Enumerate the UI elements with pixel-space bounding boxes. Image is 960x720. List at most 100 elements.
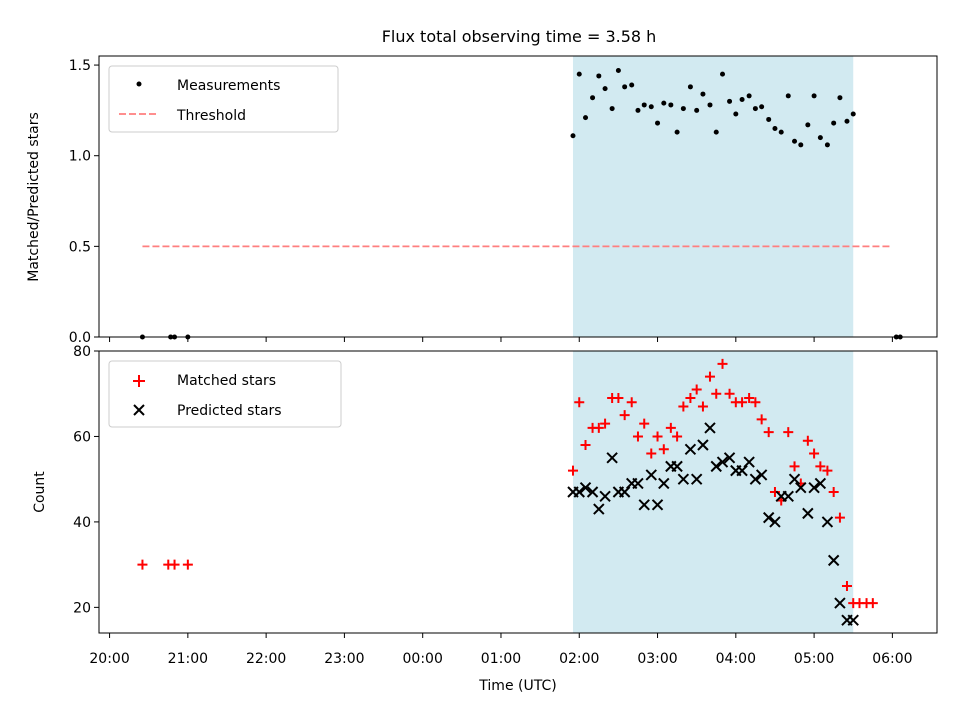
matched-star-point — [756, 414, 767, 425]
legend-predicted-marker — [133, 404, 145, 416]
measurement-point — [674, 129, 680, 135]
matched-star-point — [626, 397, 637, 408]
matched-star-point — [137, 559, 148, 570]
measurement-point — [811, 93, 817, 99]
top-y-tick-label: 1.0 — [69, 149, 91, 165]
matched-star-point — [665, 422, 676, 433]
top-observing-interval-shade — [572, 56, 854, 337]
predicted-star-point — [606, 452, 618, 464]
predicted-star-point — [704, 422, 716, 434]
predicted-star-point — [802, 507, 814, 520]
measurement-point — [570, 133, 576, 139]
top-y-axis-label: Matched/Predicted stars — [26, 112, 42, 282]
matched-star-point — [593, 422, 604, 433]
predicted-star-point — [814, 477, 827, 490]
bottom-legend: Matched stars Predicted stars — [108, 360, 342, 428]
bottom-axes-frame — [98, 350, 938, 634]
measurement-point — [785, 93, 791, 99]
measurement-point — [817, 135, 823, 141]
predicted-star-point — [638, 499, 650, 511]
measurement-point — [766, 116, 772, 122]
x-tick-label: 00:00 — [403, 651, 443, 667]
measurement-point — [661, 100, 667, 106]
predicted-star-point — [782, 490, 794, 502]
predicted-star-point — [808, 482, 820, 494]
matched-star-point — [672, 431, 683, 442]
predicted-star-point — [716, 456, 729, 468]
measurement-point — [655, 120, 661, 126]
matched-star-point — [658, 444, 669, 455]
matched-star-point — [867, 598, 878, 609]
legend-measurements-marker — [136, 81, 142, 87]
measurement-point — [824, 142, 830, 148]
matched-star-point — [809, 448, 820, 459]
predicted-star-point — [651, 499, 664, 511]
top-y-tick-label: 0.0 — [69, 330, 91, 346]
legend-threshold-label: Threshold — [176, 108, 246, 124]
measurement-point — [831, 120, 837, 126]
predicted-star-point — [690, 473, 703, 485]
top-panel: 0.0 0.5 1.0 1.5 Matched/Predicted stars Mea… — [26, 55, 938, 346]
predicted-star-point — [710, 460, 722, 473]
predicted-star-point — [834, 597, 846, 609]
measurement-point — [746, 93, 752, 99]
matched-star-point — [580, 440, 591, 450]
matched-star-point — [574, 397, 585, 408]
matched-star-point — [639, 418, 650, 429]
measurement-point — [720, 71, 726, 77]
matched-star-point — [678, 401, 689, 412]
bottom-y-axis-label: Count — [32, 471, 48, 513]
predicted-star-point — [769, 516, 781, 528]
predicted-star-point — [847, 614, 859, 626]
measurement-point — [739, 97, 745, 103]
measurement-point — [844, 118, 850, 124]
matched-star-point — [704, 371, 715, 382]
bottom-panel: 20 40 60 80 20:00 21:00 22:00 23:00 00:00 01:00 0… — [32, 344, 938, 694]
measurement-point — [713, 129, 719, 135]
measurement-point — [687, 84, 693, 90]
bottom-y-tick-label: 20 — [73, 600, 91, 616]
matched-star-point — [613, 393, 624, 403]
measurement-point — [727, 98, 733, 104]
predicted-star-point — [573, 486, 585, 498]
matched-star-point — [652, 431, 663, 442]
measurement-point — [772, 126, 778, 132]
x-tick-label: 03:00 — [637, 651, 677, 667]
matched-star-point — [717, 358, 728, 369]
legend-matched-marker — [133, 375, 145, 387]
matched-star-point — [822, 465, 833, 476]
bottom-y-tick-label: 40 — [73, 515, 91, 531]
matched-star-point — [567, 465, 578, 476]
measurement-point — [680, 106, 686, 112]
matched-star-point — [834, 512, 845, 523]
matched-star-point — [789, 461, 800, 472]
matched-star-point — [750, 397, 761, 408]
matched-star-point — [744, 393, 755, 403]
predicted-star-point — [658, 477, 670, 490]
measurement-point — [707, 102, 713, 108]
bottom-legend-box — [108, 360, 342, 428]
matched-star-point — [685, 393, 696, 403]
predicted-star-point — [762, 511, 775, 524]
legend-matched-label: Matched stars — [177, 373, 276, 389]
matched-star-point — [600, 418, 611, 429]
top-legend-box — [108, 65, 339, 133]
predicted-star-point — [579, 482, 592, 494]
predicted-star-point — [821, 516, 834, 528]
measurement-point — [629, 82, 635, 88]
matched-star-point — [815, 461, 826, 472]
predicted-star-point — [593, 503, 605, 515]
matched-star-point — [737, 397, 748, 408]
matched-star-point — [841, 581, 852, 591]
predicted-star-point — [827, 554, 840, 567]
measurement-point — [759, 104, 765, 110]
measurement-point — [615, 68, 621, 74]
x-tick-label: 05:00 — [794, 651, 834, 667]
legend-measurements-label: Measurements — [177, 78, 280, 94]
measurement-point — [648, 104, 654, 110]
x-tick-label: 23:00 — [324, 651, 364, 667]
measurement-point — [778, 129, 784, 135]
predicted-star-point — [645, 469, 657, 481]
measurement-point — [583, 115, 589, 121]
